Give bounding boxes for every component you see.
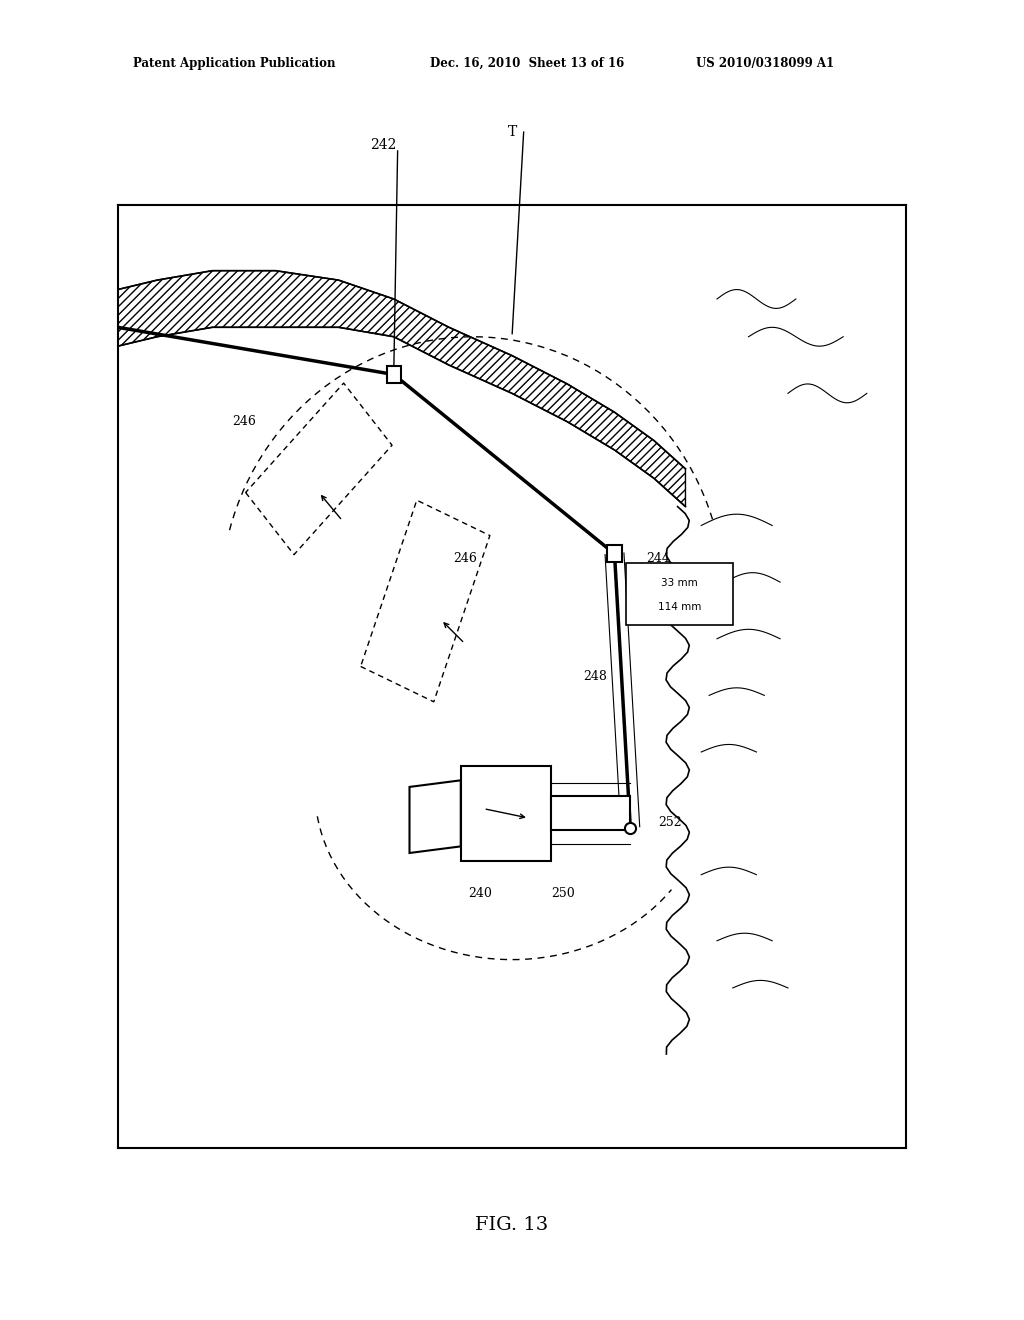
Bar (461, 766, 552, 861)
Bar (387, 366, 400, 383)
Text: 248: 248 (583, 671, 607, 682)
Text: 252: 252 (657, 816, 682, 829)
Text: FIG. 13: FIG. 13 (475, 1216, 549, 1234)
Text: 250: 250 (551, 887, 575, 900)
Text: 242: 242 (371, 139, 396, 152)
Text: 240: 240 (469, 887, 493, 900)
Polygon shape (118, 271, 685, 507)
Text: Dec. 16, 2010  Sheet 13 of 16: Dec. 16, 2010 Sheet 13 of 16 (430, 57, 625, 70)
Bar (552, 796, 631, 830)
Text: 114 mm: 114 mm (657, 602, 701, 612)
Text: 246: 246 (453, 552, 476, 565)
Text: US 2010/0318099 A1: US 2010/0318099 A1 (696, 57, 835, 70)
Text: Patent Application Publication: Patent Application Publication (133, 57, 336, 70)
Polygon shape (410, 780, 461, 853)
Bar (627, 564, 733, 624)
Text: 244: 244 (646, 552, 670, 565)
Text: 33 mm: 33 mm (662, 578, 698, 587)
Text: T: T (507, 125, 517, 139)
Text: 246: 246 (232, 416, 256, 428)
Bar (607, 545, 622, 562)
